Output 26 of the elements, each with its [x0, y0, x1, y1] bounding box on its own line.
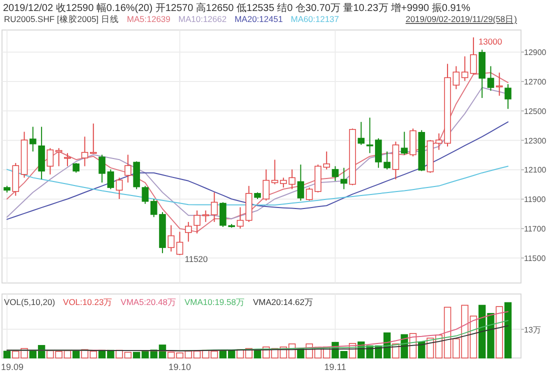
chart-title: 2019/12/02 收12590 幅0.16%(20) 开12570 高12650 低12535 结0 仓30.70万 量10.23万 增+9990 振0.91% [3, 2, 470, 14]
annotation: 13000 [478, 36, 502, 46]
y-tick-label: 11500 [524, 254, 546, 263]
chart-subtitle: 2019/09/02-2019/11/29(58日) [406, 14, 518, 24]
text: VOL:10.23万 [63, 297, 113, 307]
x-tick-label: 19.10 [168, 362, 192, 372]
x-tick-label: 19.11 [324, 362, 346, 372]
y-tick-label: 12900 [524, 48, 547, 58]
legend-title: RU2005.SHF [橡胶2005] 日线 [4, 14, 119, 24]
annotation: 11520 [184, 254, 208, 264]
y-tick-label: 12700 [524, 77, 547, 86]
text: VMA5:20.48万 [120, 297, 176, 307]
y-tick-label: 12100 [524, 166, 547, 175]
text: VMA10:19.58万 [184, 297, 245, 307]
y-tick-label: 11900 [524, 195, 546, 204]
text: MA10:12662 [178, 14, 227, 24]
y-tick-label: 12300 [524, 136, 547, 146]
text: MA20:12451 [234, 14, 284, 24]
y-tick-label: 11700 [524, 224, 546, 234]
text: MA60:12137 [290, 14, 340, 24]
x-tick-label: 19.09 [1, 362, 24, 372]
y-tick-label: 13万 [524, 325, 541, 334]
text: MA5:12639 [126, 14, 171, 24]
legend-title: VOL(5,10,20) [4, 297, 56, 307]
y-tick-label: 12500 [524, 106, 547, 116]
text: VMA20:14.62万 [252, 297, 314, 307]
